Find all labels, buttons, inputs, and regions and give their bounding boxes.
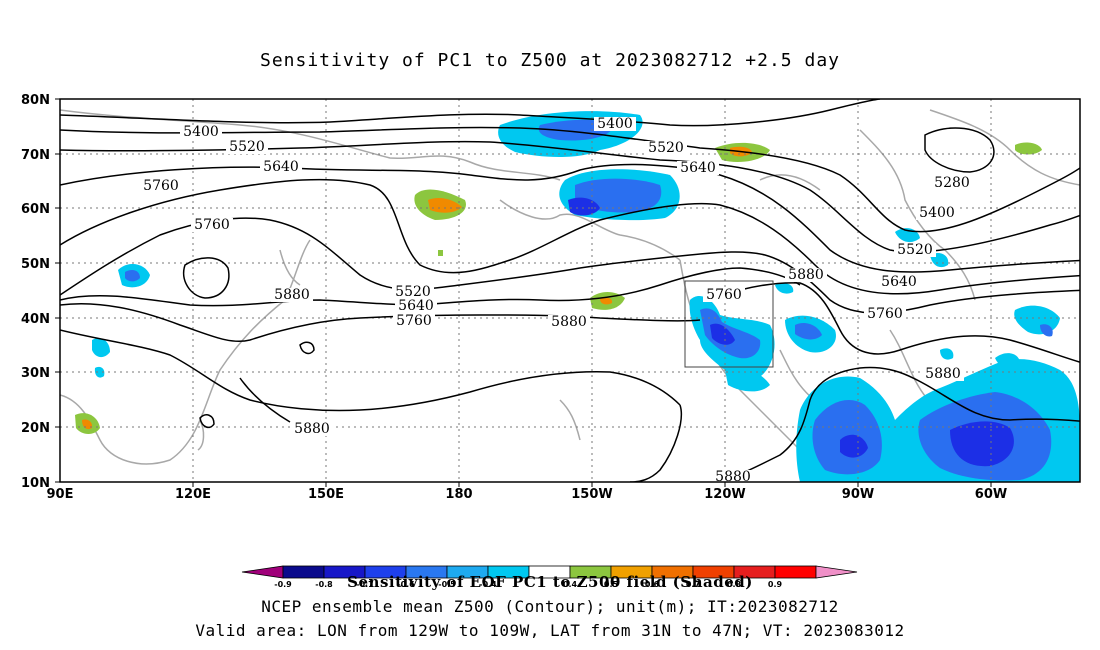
sensitivity-shading xyxy=(75,111,1080,482)
contour-label: 5520 xyxy=(648,140,684,156)
colorbar: -0.9 -0.8 -0.7 -0.6 -0.5 -0.4 0.4 0.5 0.6 0.7 0.8 0… xyxy=(241,565,858,589)
contour-label: 5760 xyxy=(867,306,903,322)
lat-tick-label: 70N xyxy=(21,148,50,163)
lon-tick-label: 180 xyxy=(445,487,472,502)
contour-label: 5760 xyxy=(396,313,432,329)
contour-label: 5880 xyxy=(788,267,824,283)
contour-label: 5760 xyxy=(194,217,230,233)
colorbar-swatch xyxy=(815,565,858,579)
lon-tick-label: 90W xyxy=(842,487,874,502)
colorbar-label: 0.5 xyxy=(604,580,619,589)
contour-label: 5880 xyxy=(274,287,310,303)
contour-label: 5520 xyxy=(897,242,933,258)
lat-tick-label: 20N xyxy=(21,421,50,436)
contour-label: 5520 xyxy=(229,139,265,155)
chart-title: Sensitivity of PC1 to Z500 at 2023082712… xyxy=(259,50,840,71)
contour-label: 5520 xyxy=(395,284,431,300)
lon-tick-label: 150E xyxy=(308,487,344,502)
contour-label: 5760 xyxy=(143,178,179,194)
lat-tick-label: 60N xyxy=(21,202,50,217)
contour-label: 5880 xyxy=(294,421,330,437)
lon-tick-label: 90E xyxy=(47,487,74,502)
caption-line-3: Valid area: LON from 129W to 109W, LAT f… xyxy=(195,621,905,640)
contour-label: 5640 xyxy=(680,160,716,176)
lat-tick-label: 10N xyxy=(21,476,50,491)
lat-tick-label: 50N xyxy=(21,257,50,272)
colorbar-label: -0.8 xyxy=(315,580,333,589)
colorbar-label: 0.6 xyxy=(645,580,660,589)
colorbar-label: 0.4 xyxy=(563,580,578,589)
lon-tick-label: 60W xyxy=(975,487,1007,502)
contour-label: 5760 xyxy=(706,287,742,303)
contour-label: 5880 xyxy=(925,366,961,382)
contour-label: 5880 xyxy=(551,314,587,330)
lon-tick-label: 120E xyxy=(175,487,211,502)
colorbar-label: -0.6 xyxy=(397,580,415,589)
contour-label: 5400 xyxy=(183,124,219,140)
lat-tick-label: 40N xyxy=(21,312,50,327)
colorbar-label: -0.5 xyxy=(438,580,456,589)
plot-frame xyxy=(59,98,1081,483)
contour-labels: 5400 5520 5640 5760 5760 5880 5400 5520 … xyxy=(140,116,973,485)
contour-label: 5640 xyxy=(881,274,917,290)
contour-label: 5640 xyxy=(263,159,299,175)
lon-axis: 90E 120E 150E 180 150W 120W 90W 60W xyxy=(47,482,1007,502)
contour-label: 5280 xyxy=(934,175,970,191)
lon-tick-label: 150W xyxy=(571,487,612,502)
colorbar-label: 0.7 xyxy=(686,580,700,589)
colorbar-label: -0.4 xyxy=(479,580,497,589)
colorbar-label: -0.9 xyxy=(274,580,292,589)
contour-label: 5880 xyxy=(715,469,751,485)
colorbar-label: 0.8 xyxy=(727,580,742,589)
lat-tick-label: 30N xyxy=(21,366,50,381)
lat-axis: 80N 70N 60N 50N 40N 30N 20N 10N xyxy=(21,93,60,491)
colorbar-label: 0.9 xyxy=(768,580,783,589)
caption-line-1: Sensitivity of EOF PC1 to Z500 field (Sh… xyxy=(347,573,753,591)
lat-tick-label: 80N xyxy=(21,93,50,108)
colorbar-label: -0.7 xyxy=(356,580,374,589)
valid-area-box xyxy=(684,280,774,368)
contour-label: 5400 xyxy=(597,116,633,132)
contour-label: 5400 xyxy=(919,205,955,221)
caption-line-2: NCEP ensemble mean Z500 (Contour); unit(… xyxy=(261,597,839,616)
lon-tick-label: 120W xyxy=(704,487,745,502)
contour-label: 5640 xyxy=(398,298,434,314)
